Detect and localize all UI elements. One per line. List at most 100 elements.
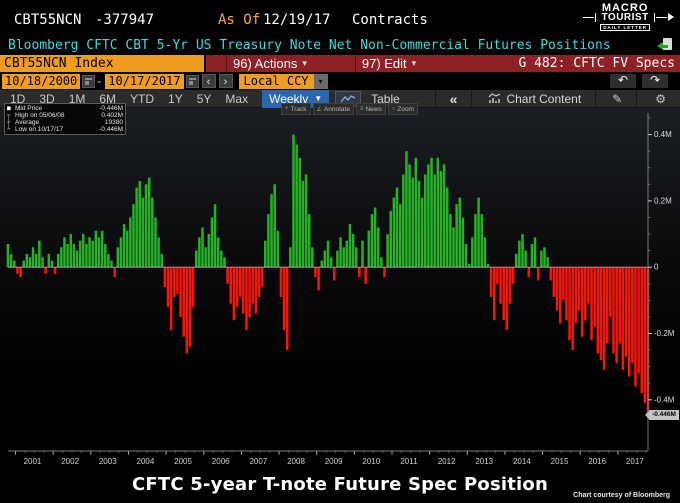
price-chart[interactable]: 0.4M 0.2M 0 -0.2M -0.4M 2001 2002 2003 2004 2005 2…: [0, 108, 680, 468]
track-button[interactable]: + Track: [281, 103, 311, 115]
chart-legend: ■ Mid Price -0.446M ┬ High on 05/06/08 0…: [4, 103, 126, 135]
actions-menu[interactable]: 96) Actions ▾: [226, 55, 313, 72]
logo-banner: DAILY LETTER: [600, 24, 650, 31]
chart-content-icon: [489, 93, 501, 103]
calendar-icon[interactable]: [82, 74, 96, 88]
svg-text:2003: 2003: [99, 457, 117, 466]
security-bar: CBT55NCN Index 96) Actions ▾ 97) Edit ▾ …: [0, 55, 680, 72]
chevron-down-icon: ▾: [302, 58, 307, 68]
annotate-icon: ∠: [316, 106, 322, 113]
period-1y-button[interactable]: 1Y: [168, 91, 183, 106]
terminal-header: CBT55NCN -377947 As Of 12/19/17 Contract…: [0, 0, 680, 36]
svg-text:2001: 2001: [24, 457, 42, 466]
logo-arrow-icon: [668, 13, 674, 21]
period-1m-button[interactable]: 1M: [68, 91, 86, 106]
table-button[interactable]: Table: [371, 91, 400, 106]
calendar-icon[interactable]: [185, 74, 199, 88]
svg-text:2010: 2010: [362, 457, 380, 466]
chart-subtitle: Bloomberg CFTC CBT 5-Yr US Treasury Note…: [8, 38, 611, 53]
news-icon: ≡: [359, 106, 364, 112]
svg-text:2007: 2007: [249, 457, 267, 466]
redo-button[interactable]: ↷: [642, 74, 668, 88]
period-3d-button[interactable]: 3D: [39, 91, 55, 106]
command-band: 96) Actions ▾ 97) Edit ▾ G 482: CFTC FV …: [206, 55, 680, 72]
chart-content-button[interactable]: Chart Content: [488, 92, 581, 106]
svg-text:2011: 2011: [400, 457, 418, 466]
logo-right-bar: [654, 12, 655, 22]
security-name-field[interactable]: CBT55NCN Index: [0, 55, 204, 72]
svg-text:-0.4M: -0.4M: [654, 395, 675, 404]
export-icon[interactable]: [657, 38, 672, 52]
zoom-button[interactable]: ○ Zoom: [387, 103, 418, 115]
ticker-value: -377947: [95, 12, 155, 28]
end-date-field[interactable]: 10/17/2017: [105, 73, 184, 89]
macrotourist-logo: MACRO TOURIST DAILY LETTER: [583, 3, 674, 31]
start-date-field[interactable]: 10/18/2000: [2, 73, 81, 89]
average-marker-icon: ┼: [7, 119, 11, 126]
edit-menu[interactable]: 97) Edit ▾: [354, 55, 422, 72]
annotate-edit-icon[interactable]: ✎: [612, 91, 623, 106]
function-context-label: G 482: CFTC FV Specs: [518, 56, 675, 71]
svg-text:2013: 2013: [475, 457, 493, 466]
svg-text:2016: 2016: [588, 457, 606, 466]
collapse-panel-button[interactable]: «: [449, 90, 458, 107]
plus-icon: +: [285, 106, 289, 112]
period-5y-button[interactable]: 5Y: [196, 91, 212, 106]
svg-text:2006: 2006: [212, 457, 230, 466]
svg-text:0.4M: 0.4M: [654, 130, 672, 139]
news-button[interactable]: ≡ News: [355, 103, 386, 115]
logo-right-wing: [656, 16, 667, 18]
asof-date: 12/19/17: [263, 12, 331, 28]
svg-text:2009: 2009: [325, 457, 343, 466]
period-6m-button[interactable]: 6M: [99, 91, 117, 106]
period-ytd-button[interactable]: YTD: [130, 91, 155, 106]
currency-select[interactable]: Local CCY: [238, 73, 314, 89]
legend-low: ┴ Low on 10/17/17 -0.446M: [7, 126, 123, 133]
gear-icon[interactable]: ⚙: [655, 91, 666, 106]
chevron-down-icon: ▼: [314, 93, 323, 103]
svg-text:2004: 2004: [137, 457, 155, 466]
period-1d-button[interactable]: 1D: [10, 91, 26, 106]
courtesy-note: Chart courtesy of Bloomberg: [573, 492, 670, 499]
svg-text:2017: 2017: [626, 457, 644, 466]
unit-label: Contracts: [352, 12, 428, 28]
logo-left-wing: [583, 16, 595, 18]
svg-text:2014: 2014: [513, 457, 531, 466]
page-title: CFTC 5-year T-note Future Spec Position: [131, 474, 549, 495]
line-chart-icon: [340, 94, 356, 102]
undo-button[interactable]: ↶: [610, 74, 636, 88]
logo-left-bar: [595, 12, 597, 22]
svg-text:0: 0: [654, 263, 659, 272]
ticker-symbol: CBT55NCN: [14, 12, 82, 28]
currency-dropdown-icon[interactable]: ▾: [313, 73, 328, 89]
logo-line2: TOURIST: [601, 12, 649, 23]
chart-tools-bar: + Track ∠ Annotate ≡ News ○ Zoom: [281, 103, 420, 115]
range-bar: 10/18/2000 - 10/17/2017 ‹ › Local CCY ▾ …: [0, 72, 680, 90]
range-forward-button[interactable]: ›: [218, 74, 233, 88]
footer: CFTC 5-year T-note Future Spec Position …: [0, 468, 680, 503]
chevron-down-icon: ▾: [411, 58, 417, 68]
logo-line1: MACRO: [601, 2, 649, 14]
svg-text:2008: 2008: [287, 457, 305, 466]
date-range-separator: -: [97, 74, 102, 88]
high-marker-icon: ┬: [7, 112, 11, 119]
legend-high: ┬ High on 05/06/08 0.402M: [7, 112, 123, 119]
svg-text:2015: 2015: [551, 457, 569, 466]
magnifier-icon: ○: [391, 106, 396, 112]
period-max-button[interactable]: Max: [225, 91, 249, 106]
legend-average: ┼ Average 19380: [7, 119, 123, 126]
last-value-badge: -0.446M: [645, 410, 679, 421]
asof-label: As Of: [218, 12, 261, 28]
svg-text:2002: 2002: [61, 457, 79, 466]
frequency-select[interactable]: Weekly ▼: [262, 89, 330, 108]
legend-mid-price: ■ Mid Price -0.446M: [7, 105, 123, 112]
svg-text:-0.2M: -0.2M: [654, 329, 675, 338]
annotate-button[interactable]: ∠ Annotate: [312, 103, 354, 115]
svg-text:0.2M: 0.2M: [654, 196, 672, 205]
series-marker-icon: ■: [7, 105, 11, 112]
svg-text:2005: 2005: [174, 457, 192, 466]
svg-text:2012: 2012: [438, 457, 456, 466]
range-back-button[interactable]: ‹: [201, 74, 216, 88]
low-marker-icon: ┴: [7, 126, 11, 133]
